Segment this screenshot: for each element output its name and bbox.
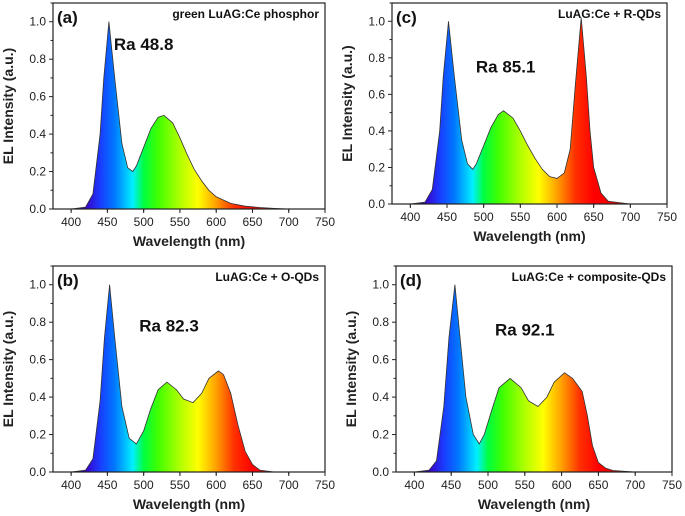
x-tick-label: 550 <box>170 478 190 492</box>
spectrum-line <box>56 284 325 473</box>
x-tick-label: 700 <box>279 215 299 229</box>
y-tick-label: 0.0 <box>29 202 46 216</box>
plot-frame <box>395 265 673 473</box>
y-tick-label: 0.6 <box>29 353 46 367</box>
x-tick-label: 600 <box>552 478 572 492</box>
x-tick-label: 700 <box>625 478 645 492</box>
x-tick-label: 600 <box>206 215 226 229</box>
y-tick-label: 0.8 <box>372 315 389 329</box>
panel-d: 400 450 500 550 600 650 700 750 0.0 0.2 0.4 0.6 0.8 1… <box>343 265 682 512</box>
y-tick-label: 0.0 <box>368 197 385 211</box>
x-tick-label: 700 <box>620 210 640 224</box>
ra-annotation: Ra 85.1 <box>476 57 536 76</box>
spectrum-line <box>395 17 667 205</box>
x-tick-label: 750 <box>662 478 682 492</box>
x-tick-label: 550 <box>510 210 530 224</box>
y-tick-label: 0.4 <box>372 390 389 404</box>
y-axis-label: EL Intensity (a.u.) <box>0 311 16 427</box>
panel-title: LuAG:Ce + R-QDs <box>558 7 661 21</box>
ra-annotation: Ra 92.1 <box>495 320 555 339</box>
y-tick-label: 0.2 <box>372 428 389 442</box>
y-tick-label: 1.0 <box>372 278 389 292</box>
y-tick-label: 0.8 <box>368 51 385 65</box>
spectrum-area <box>399 284 672 472</box>
x-tick-label: 500 <box>474 210 494 224</box>
x-tick-label: 750 <box>315 478 335 492</box>
x-tick-label: 500 <box>134 478 154 492</box>
plot-frame <box>391 2 668 205</box>
x-tick-label: 450 <box>97 478 117 492</box>
y-tick-label: 0.2 <box>29 165 46 179</box>
x-tick-label: 650 <box>242 478 262 492</box>
y-tick-label: 0.4 <box>29 390 46 404</box>
x-tick-label: 500 <box>478 478 498 492</box>
y-tick-label: 0.0 <box>29 465 46 479</box>
y-tick-label: 0.6 <box>372 353 389 367</box>
y-tick-label: 0.8 <box>29 315 46 329</box>
y-axis-label: EL Intensity (a.u.) <box>343 311 359 427</box>
panel-title: green LuAG:Ce phosphor <box>172 7 319 21</box>
y-tick-label: 0.8 <box>29 52 46 66</box>
panel-label: (a) <box>57 8 78 27</box>
panel-label: (c) <box>396 8 417 27</box>
y-axis-label: EL Intensity (a.u.) <box>0 48 16 164</box>
spectrum-area <box>56 284 325 472</box>
x-axis-label: Wavelength (nm) <box>473 228 585 244</box>
x-tick-label: 650 <box>242 215 262 229</box>
x-tick-label: 650 <box>584 210 604 224</box>
x-tick-label: 700 <box>279 478 299 492</box>
x-tick-label: 400 <box>61 478 81 492</box>
panel-label: (d) <box>400 271 422 290</box>
spectrum-line <box>56 21 325 210</box>
y-tick-label: 1.0 <box>29 278 46 292</box>
y-tick-label: 0.2 <box>368 160 385 174</box>
y-tick-label: 0.4 <box>368 124 385 138</box>
panel-title: LuAG:Ce + composite-QDs <box>512 270 667 284</box>
spectrum-area <box>56 21 325 210</box>
x-tick-label: 400 <box>61 215 81 229</box>
x-tick-label: 450 <box>441 478 461 492</box>
x-tick-label: 650 <box>588 478 608 492</box>
x-axis-label: Wavelength (nm) <box>478 496 590 512</box>
x-tick-label: 450 <box>437 210 457 224</box>
x-tick-label: 550 <box>515 478 535 492</box>
x-tick-label: 750 <box>315 215 335 229</box>
y-tick-label: 0.6 <box>368 87 385 101</box>
ra-annotation: Ra 82.3 <box>139 317 199 336</box>
x-axis-label: Wavelength (nm) <box>133 496 245 512</box>
spectrum-area <box>395 17 667 204</box>
y-axis-label: EL Intensity (a.u.) <box>339 45 355 161</box>
panel-label: (b) <box>57 271 79 290</box>
plot-frame <box>52 2 326 210</box>
x-axis-label: Wavelength (nm) <box>133 233 245 249</box>
plot-frame <box>52 265 326 473</box>
panel-a: 400 450 500 550 600 650 700 750 0.0 0.2 0.4 0.6 0.8 1… <box>0 2 335 249</box>
y-tick-label: 0.0 <box>372 465 389 479</box>
y-tick-label: 1.0 <box>368 14 385 28</box>
panel-c: 400 450 500 550 600 650 700 750 0.0 0.2 0.4 0.6 0.8 1… <box>339 2 677 244</box>
x-tick-label: 600 <box>547 210 567 224</box>
x-tick-label: 500 <box>134 215 154 229</box>
x-tick-label: 750 <box>657 210 677 224</box>
panel-title: LuAG:Ce + O-QDs <box>215 270 319 284</box>
y-tick-label: 1.0 <box>29 15 46 29</box>
x-tick-label: 600 <box>206 478 226 492</box>
x-tick-label: 400 <box>400 210 420 224</box>
x-tick-label: 450 <box>97 215 117 229</box>
x-tick-label: 550 <box>170 215 190 229</box>
panel-b: 400 450 500 550 600 650 700 750 0.0 0.2 0.4 0.6 0.8 1… <box>0 265 335 512</box>
x-tick-label: 400 <box>404 478 424 492</box>
ra-annotation: Ra 48.8 <box>114 35 174 54</box>
spectrum-line <box>399 284 672 473</box>
y-tick-label: 0.4 <box>29 127 46 141</box>
y-tick-label: 0.2 <box>29 428 46 442</box>
y-tick-label: 0.6 <box>29 90 46 104</box>
